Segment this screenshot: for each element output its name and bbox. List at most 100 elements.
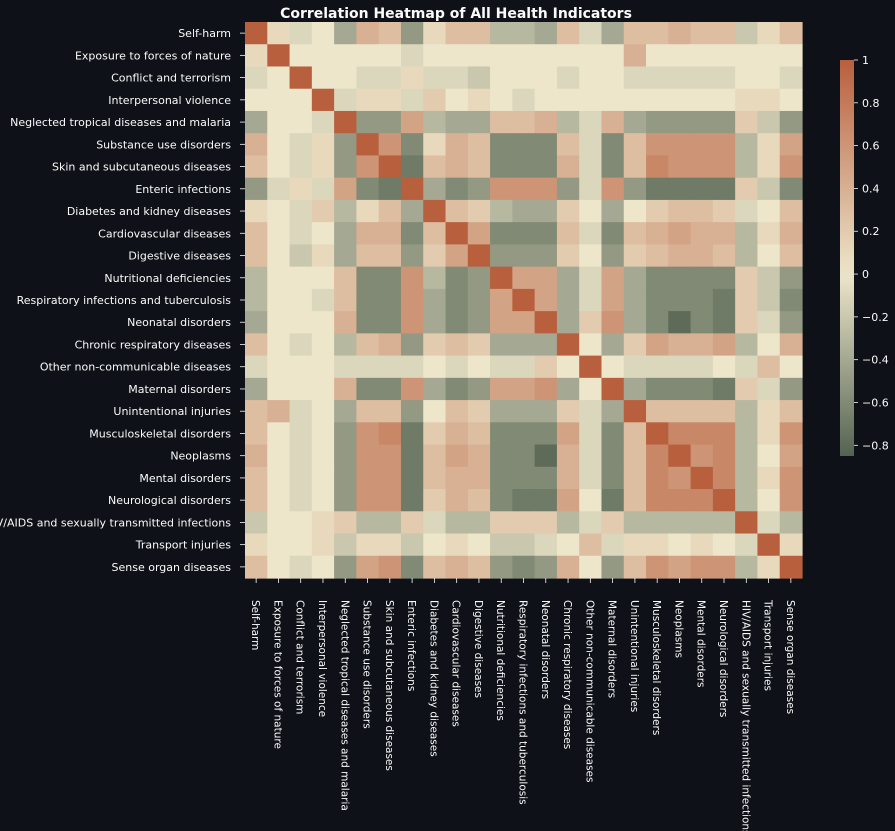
heatmap-cell xyxy=(356,22,380,45)
heatmap-cell xyxy=(712,44,736,68)
heatmap-cell xyxy=(735,155,759,179)
heatmap-cell xyxy=(311,466,335,490)
heatmap-cell xyxy=(445,110,469,134)
heatmap-cell xyxy=(334,266,357,290)
y-tick-label: Neurological disorders xyxy=(108,494,231,507)
heatmap-cell xyxy=(668,133,692,157)
heatmap-cell xyxy=(534,533,558,557)
heatmap-cell xyxy=(735,400,759,423)
heatmap-cell xyxy=(467,311,491,334)
heatmap-cell xyxy=(646,511,669,535)
heatmap-cell xyxy=(690,110,714,134)
heatmap-cell xyxy=(601,555,625,579)
heatmap-cell xyxy=(311,110,335,134)
heatmap-cell xyxy=(601,266,625,290)
heatmap-cell xyxy=(445,133,469,157)
heatmap-cell xyxy=(378,177,402,201)
heatmap-cell xyxy=(757,44,781,68)
heatmap-cell xyxy=(623,377,647,401)
heatmap-cell xyxy=(267,66,291,90)
heatmap-cell xyxy=(712,199,736,223)
heatmap-cell xyxy=(623,44,647,68)
heatmap-cell xyxy=(646,44,669,68)
colorbar-ticks: 1 0.8 0.6 0.4 0.2 0 −0.2 −0.4 −0.6 −0.8 xyxy=(854,54,889,452)
heatmap-cell xyxy=(334,422,357,446)
heatmap-cell xyxy=(712,533,736,557)
heatmap-cell xyxy=(757,177,781,201)
heatmap-cell xyxy=(735,355,759,379)
heatmap-cell xyxy=(601,511,625,535)
heatmap-cell xyxy=(423,110,447,134)
heatmap-cell xyxy=(356,511,380,535)
heatmap-cell xyxy=(623,466,647,490)
heatmap-cell xyxy=(490,511,513,535)
heatmap-cell xyxy=(779,511,803,535)
heatmap-cell xyxy=(534,199,558,223)
heatmap-cell xyxy=(757,511,781,535)
heatmap-cell xyxy=(556,66,580,90)
heatmap-cell xyxy=(356,333,380,357)
heatmap-cell xyxy=(690,466,714,490)
heatmap-cell xyxy=(423,222,447,245)
y-tick-label: Musculoskeletal disorders xyxy=(89,427,231,440)
heatmap-cell xyxy=(423,155,447,179)
y-tick-label: Conflict and terrorism xyxy=(111,72,231,85)
y-tick-label: Neoplasms xyxy=(170,450,231,463)
heatmap-cell xyxy=(757,400,781,423)
heatmap-cell xyxy=(490,333,513,357)
heatmap-cell xyxy=(378,110,402,134)
heatmap-cell xyxy=(311,400,335,423)
heatmap-cell xyxy=(490,177,513,201)
heatmap-cell xyxy=(712,177,736,201)
heatmap-cell xyxy=(512,377,536,401)
heatmap-cell xyxy=(712,422,736,446)
heatmap-cell xyxy=(735,377,759,401)
heatmap-cell xyxy=(735,22,759,45)
heatmap-cell xyxy=(735,244,759,268)
heatmap-cell xyxy=(623,288,647,312)
heatmap-cell xyxy=(289,333,313,357)
y-tick-label: Respiratory infections and tuberculosis xyxy=(17,294,232,307)
heatmap-cell xyxy=(512,311,536,334)
heatmap-cell xyxy=(445,44,469,68)
x-tick-label: Sense organ diseases xyxy=(784,600,796,714)
heatmap-cell xyxy=(668,333,692,357)
heatmap-cell xyxy=(712,555,736,579)
heatmap-cell xyxy=(735,177,759,201)
heatmap-cell xyxy=(490,466,513,490)
heatmap-cell xyxy=(623,155,647,179)
heatmap-cell xyxy=(512,288,536,312)
heatmap-cell xyxy=(467,22,491,45)
heatmap-cell xyxy=(779,377,803,401)
heatmap-cell xyxy=(356,266,380,290)
y-tick-label: Neglected tropical diseases and malaria xyxy=(10,116,231,129)
heatmap-cell xyxy=(512,155,536,179)
heatmap-cell xyxy=(556,422,580,446)
heatmap-cell xyxy=(579,489,603,512)
heatmap-cell xyxy=(245,555,268,579)
heatmap-cell xyxy=(289,400,313,423)
heatmap-cell xyxy=(512,222,536,245)
heatmap-cell xyxy=(490,266,513,290)
heatmap-cell xyxy=(579,44,603,68)
heatmap-cell xyxy=(356,355,380,379)
y-axis-tick-labels: Self-harm Exposure to forces of nature Con… xyxy=(0,27,245,574)
heatmap-cell xyxy=(668,533,692,557)
heatmap-cell xyxy=(490,22,513,45)
heatmap-cell xyxy=(334,311,357,334)
heatmap-cell xyxy=(400,511,424,535)
heatmap-cell xyxy=(334,222,357,245)
heatmap-cell xyxy=(735,288,759,312)
heatmap-cell xyxy=(400,444,424,468)
heatmap-cell xyxy=(423,22,447,45)
heatmap-cell xyxy=(334,333,357,357)
heatmap-cell xyxy=(445,555,469,579)
heatmap-cell xyxy=(601,466,625,490)
heatmap-cell xyxy=(378,511,402,535)
heatmap-cell xyxy=(646,355,669,379)
heatmap-cell xyxy=(356,155,380,179)
x-tick-label: Exposure to forces of nature xyxy=(271,600,283,749)
heatmap-cell xyxy=(579,555,603,579)
heatmap-cell xyxy=(779,400,803,423)
